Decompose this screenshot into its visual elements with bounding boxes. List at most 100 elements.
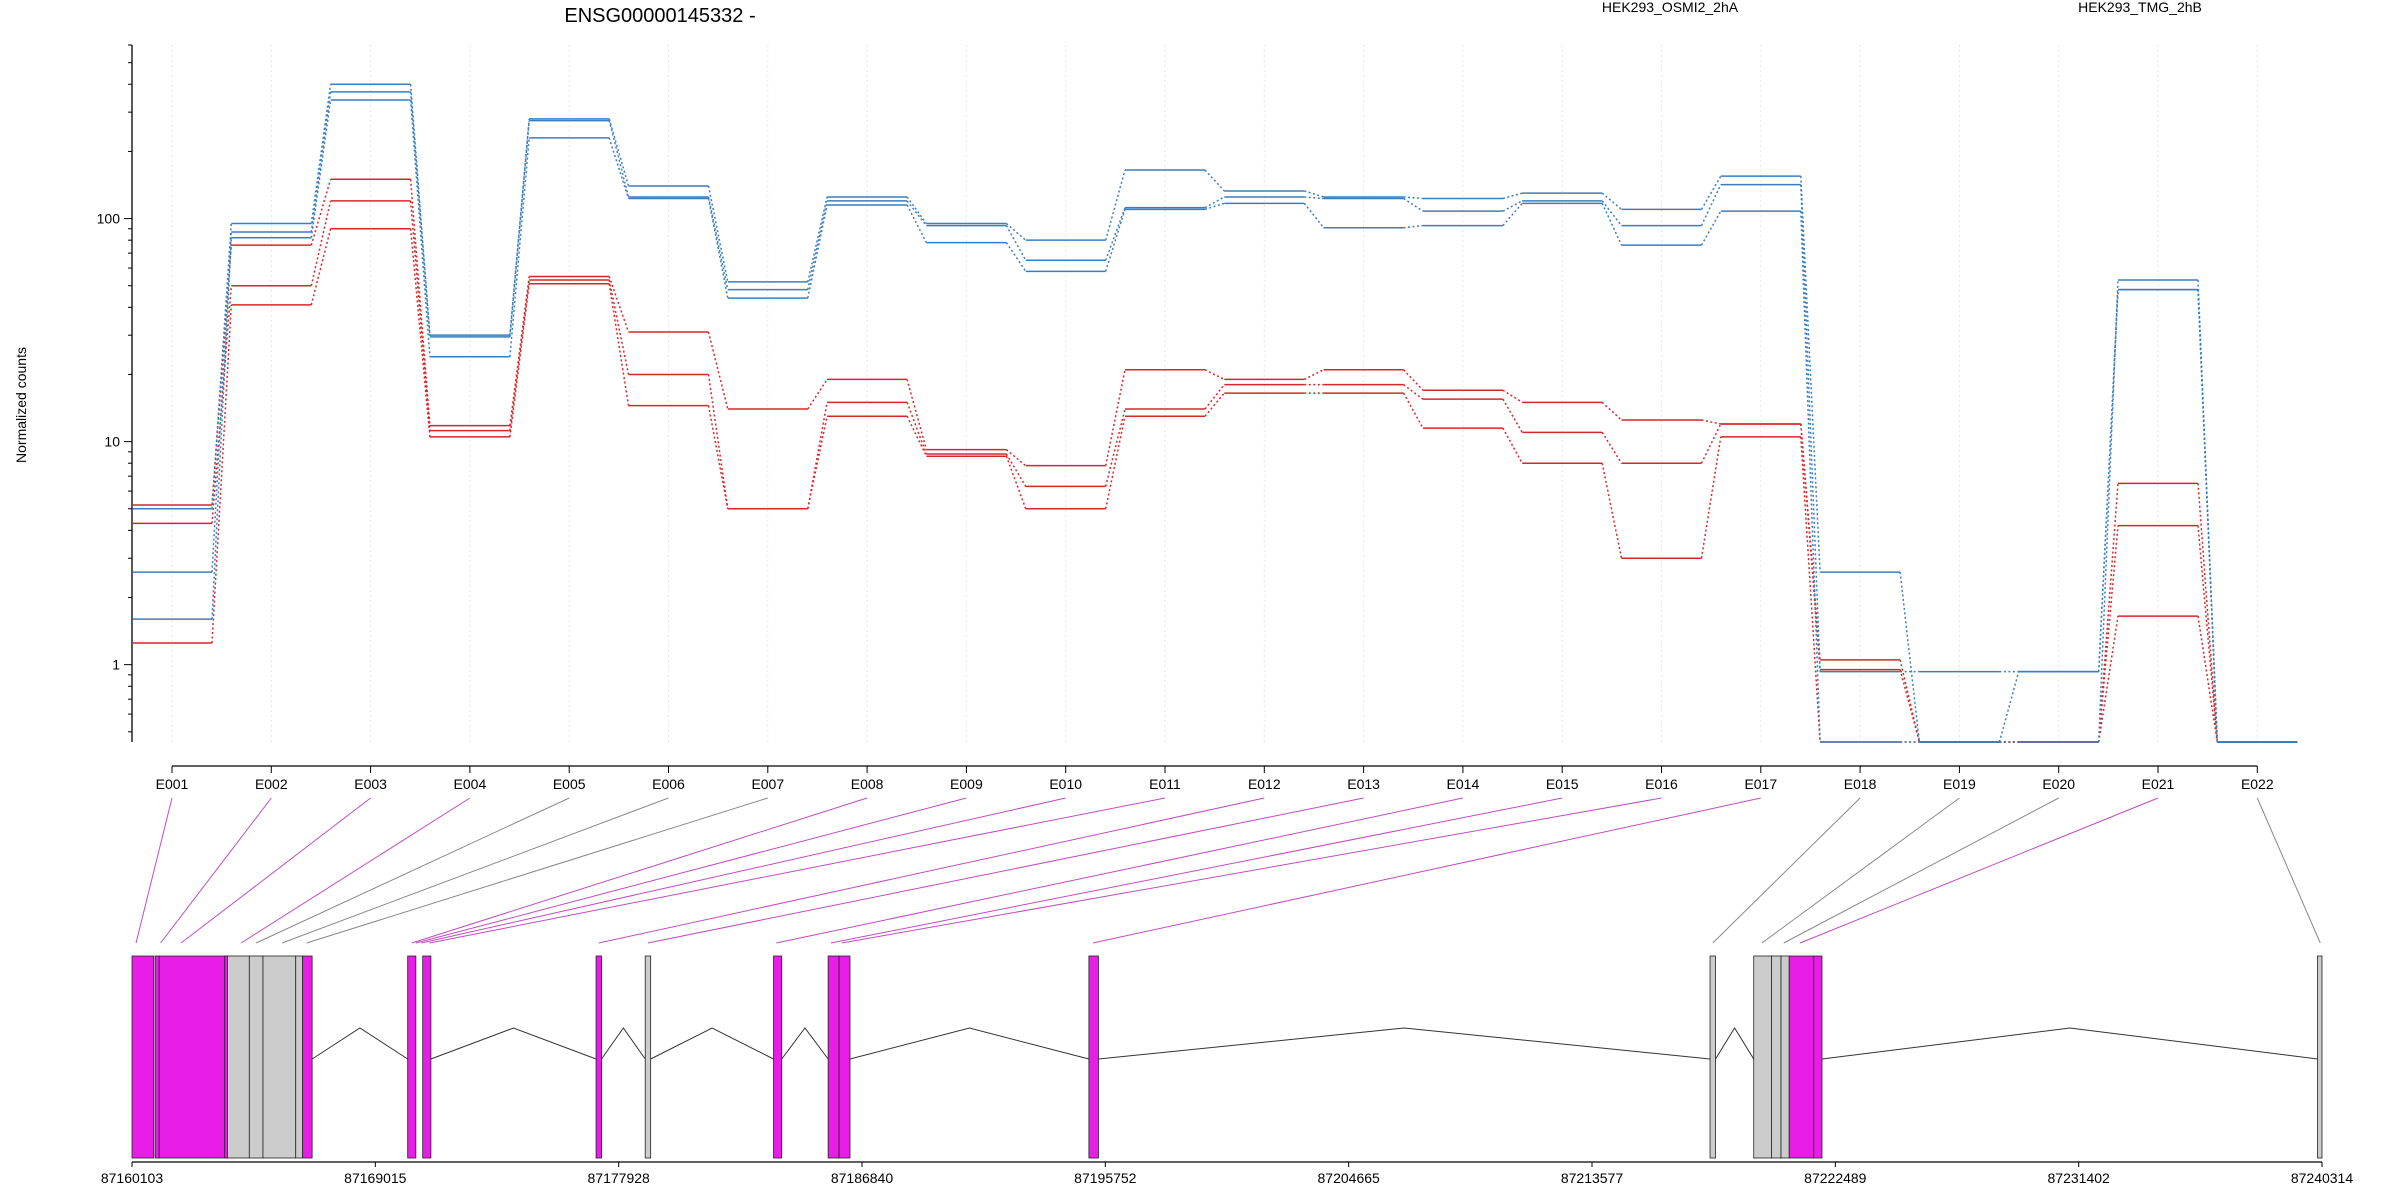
coordinate-label: 87240314 <box>2291 1170 2354 1186</box>
series-transition <box>211 232 233 573</box>
x-tick-label-E012: E012 <box>1248 776 1281 792</box>
x-tick-label-E007: E007 <box>751 776 784 792</box>
legend-entry-osmi2: HEK293_OSMI2_2hA <box>1602 0 1739 15</box>
connector-E006 <box>281 797 669 944</box>
series-transition <box>2197 616 2219 743</box>
series-transition <box>1502 200 1523 212</box>
series-transition <box>1104 169 1126 241</box>
coordinate-label: 87177928 <box>588 1170 651 1186</box>
series-transition <box>1005 242 1027 272</box>
connector-E011 <box>429 797 1166 944</box>
exon-block <box>2317 955 2323 1159</box>
exon-block <box>644 955 652 1159</box>
coordinate-label: 87231402 <box>2048 1170 2111 1186</box>
series-transition <box>1005 453 1027 487</box>
series-transition <box>1899 669 1921 743</box>
exon-block <box>227 955 250 1159</box>
legend-entry-tmg: HEK293_TMG_2hB <box>2078 0 2202 15</box>
series-transition <box>409 91 431 337</box>
series-transition <box>2097 616 2119 743</box>
series-transition <box>1104 416 1126 509</box>
exon-block <box>248 955 264 1159</box>
connector-E002 <box>160 797 272 944</box>
exon-block <box>295 955 303 1159</box>
intron-line <box>601 1027 646 1060</box>
x-tick-label-E019: E019 <box>1943 776 1976 792</box>
series-5 <box>133 99 2298 743</box>
series-transition <box>310 200 332 286</box>
series-transition <box>906 379 928 450</box>
connector-E010 <box>421 797 1066 944</box>
series-transition <box>1899 572 1921 743</box>
coordinate-label: 87222489 <box>1804 1170 1867 1186</box>
series-1 <box>133 200 2298 743</box>
x-axis: E001 E002 E003 E004 E005 E006 E007 E008 E009 E010… <box>156 765 2274 792</box>
intron-line <box>430 1027 597 1060</box>
exon-block <box>1788 955 1815 1159</box>
connector-E020 <box>1783 797 2059 944</box>
series-transition <box>608 276 630 333</box>
intron-line <box>650 1027 774 1060</box>
series-transition <box>2097 483 2119 743</box>
connector-E014 <box>776 797 1464 944</box>
coordinate-label: 87204665 <box>1318 1170 1381 1186</box>
connector-E017 <box>1092 797 1761 944</box>
series-transition <box>1502 398 1523 433</box>
series-transition <box>807 200 828 290</box>
series-transition <box>807 379 828 410</box>
intron-line <box>1098 1027 1711 1060</box>
coordinate-label: 87160103 <box>101 1170 164 1186</box>
series-transition <box>608 279 630 375</box>
connector-E012 <box>598 797 1265 944</box>
x-tick-label-E011: E011 <box>1149 776 1181 792</box>
series-transition <box>1800 436 1821 743</box>
exon-block <box>1753 955 1772 1159</box>
series-transition <box>1304 190 1324 198</box>
exon-block <box>262 955 297 1159</box>
intron-line <box>311 1027 408 1060</box>
exon-block <box>302 955 313 1159</box>
connector-E013 <box>647 797 1364 944</box>
series-2 <box>133 228 2298 743</box>
series-transition <box>310 91 332 233</box>
exon-block <box>838 955 851 1159</box>
y-axis: 1 10 100 <box>97 44 133 742</box>
exon-block <box>773 955 783 1159</box>
series-transition <box>1800 211 1821 743</box>
x-tick-label-E016: E016 <box>1645 776 1678 792</box>
series-transition <box>1700 423 1722 464</box>
series-transition <box>1402 392 1424 429</box>
series-transition <box>1899 659 1921 743</box>
series-transition <box>1998 671 2020 743</box>
series-transition <box>707 196 729 290</box>
exon-block <box>131 955 155 1159</box>
x-tick-label-E003: E003 <box>354 776 387 792</box>
x-tick-label-E013: E013 <box>1347 776 1380 792</box>
series-transition <box>2197 525 2219 743</box>
series-transition <box>1304 196 1324 200</box>
series-transition <box>1601 463 1623 559</box>
x-tick-label-E002: E002 <box>255 776 288 792</box>
connector-E019 <box>1761 797 1960 944</box>
series-transition <box>2197 289 2219 743</box>
connector-E007 <box>306 797 768 944</box>
exon-block <box>1771 955 1782 1159</box>
series-transition <box>1303 202 1325 229</box>
connector-E008 <box>411 797 868 944</box>
series-transition <box>608 120 630 198</box>
series-transition <box>1403 369 1424 391</box>
series-transition <box>1700 210 1722 246</box>
series-transition <box>2197 483 2219 743</box>
series-transition <box>1701 419 1721 425</box>
exon-block <box>1813 955 1823 1159</box>
series-transition <box>211 237 233 620</box>
series-transition <box>2097 280 2119 743</box>
connector-E015 <box>830 797 1563 944</box>
series-transition <box>707 374 729 509</box>
series-transition <box>310 99 332 238</box>
exon-block <box>827 955 840 1159</box>
x-tick-label-E009: E009 <box>950 776 983 792</box>
series-transition <box>906 415 928 457</box>
series-transition <box>906 402 928 455</box>
series-transition <box>1800 176 1821 573</box>
